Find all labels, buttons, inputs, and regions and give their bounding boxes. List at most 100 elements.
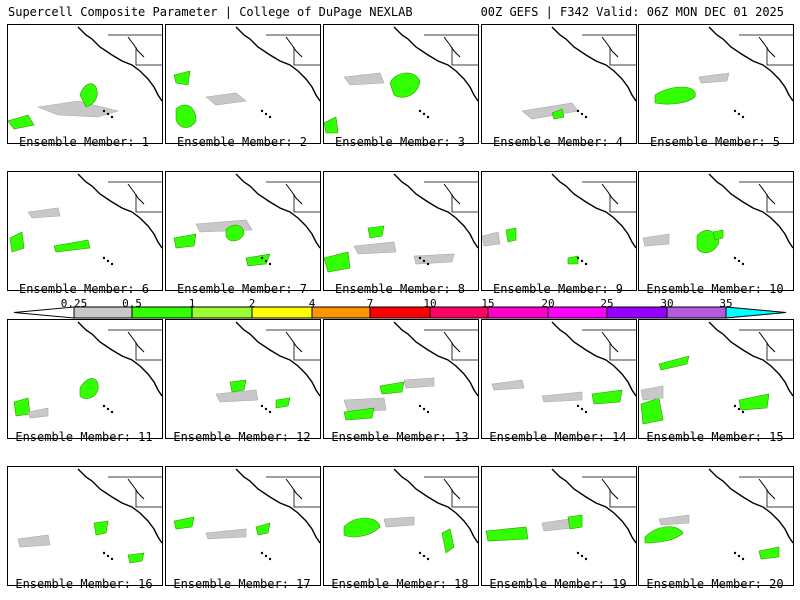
- colorbar-segment: [606, 306, 668, 319]
- scp-map: [17, 468, 162, 564]
- coastline: [135, 194, 162, 213]
- scp-contour-green: [738, 393, 770, 411]
- coastline: [77, 468, 162, 544]
- colorbar-segment: [311, 306, 371, 319]
- scp-contour-green: [229, 379, 247, 393]
- ensemble-member-map: [638, 466, 794, 586]
- ensemble-member-map: [323, 171, 479, 291]
- ensemble-member-label: Ensemble Member: 14: [489, 430, 627, 444]
- island: [733, 404, 737, 408]
- scp-contour-gray: [658, 514, 690, 526]
- scp-contour-green: [591, 389, 623, 405]
- island: [106, 112, 110, 116]
- scp-contour-green: [245, 253, 271, 267]
- scp-contour-green: [505, 227, 517, 243]
- island: [102, 256, 106, 260]
- island: [733, 256, 737, 260]
- colorbar-tick-label: 7: [366, 297, 374, 310]
- scp-contour-gray: [205, 528, 247, 540]
- island: [418, 551, 422, 555]
- ensemble-member-label: Ensemble Member: 10: [646, 282, 784, 296]
- coastline: [451, 47, 478, 66]
- island: [260, 109, 264, 113]
- scp-map: [640, 321, 793, 425]
- scp-contour-green: [567, 255, 579, 265]
- ensemble-member-label: Ensemble Member: 17: [173, 577, 311, 591]
- scp-contour-gray: [383, 516, 415, 528]
- scp-map: [521, 26, 636, 120]
- model-run-valid-time: 00Z GEFS | F342 Valid: 06Z MON DEC 01 20…: [480, 5, 784, 19]
- colorbar-tick-label: 15: [481, 297, 495, 310]
- island: [418, 109, 422, 113]
- island: [584, 557, 588, 561]
- scp-contour-gray: [491, 379, 525, 391]
- island: [733, 109, 737, 113]
- island: [422, 112, 426, 116]
- coastline: [135, 342, 162, 361]
- island: [580, 407, 584, 411]
- island: [106, 554, 110, 558]
- island: [426, 410, 430, 414]
- ensemble-member-map: [165, 319, 321, 439]
- colorbar-segment: [191, 306, 253, 319]
- coastline: [766, 194, 793, 213]
- coastline: [609, 489, 636, 508]
- island: [576, 551, 580, 555]
- island: [418, 256, 422, 260]
- island: [741, 557, 745, 561]
- ensemble-member-label: Ensemble Member: 1: [18, 135, 150, 149]
- island: [264, 554, 268, 558]
- island: [102, 109, 106, 113]
- ensemble-member-label: Ensemble Member: 2: [176, 135, 308, 149]
- ensemble-member-map: [165, 171, 321, 291]
- ensemble-member-label: Ensemble Member: 7: [176, 282, 308, 296]
- scp-contour-green: [379, 381, 405, 395]
- island: [584, 115, 588, 119]
- ensemble-member-label: Ensemble Member: 19: [489, 577, 627, 591]
- scp-contour-green: [79, 378, 99, 399]
- scp-contour-green: [93, 520, 109, 536]
- scp-contour-gray: [403, 377, 435, 389]
- island: [264, 259, 268, 263]
- island: [106, 259, 110, 263]
- coastline: [609, 47, 636, 66]
- island: [264, 407, 268, 411]
- island: [737, 112, 741, 116]
- island: [584, 262, 588, 266]
- island: [422, 259, 426, 263]
- island: [260, 256, 264, 260]
- colorbar-segment: [666, 306, 727, 319]
- ensemble-member-map: [481, 319, 637, 439]
- scp-contour-gray: [698, 72, 730, 84]
- ensemble-member-label: Ensemble Member: 3: [334, 135, 466, 149]
- scp-map: [324, 26, 478, 134]
- island: [580, 554, 584, 558]
- coastline: [551, 468, 636, 544]
- scp-contour-green: [255, 522, 271, 536]
- ensemble-member-label: Ensemble Member: 15: [646, 430, 784, 444]
- ensemble-member-map: [165, 24, 321, 144]
- island: [426, 115, 430, 119]
- scp-contour-gray: [642, 233, 670, 247]
- scp-map: [324, 173, 478, 273]
- colorbar-tick-label: 0.25: [60, 297, 88, 310]
- scp-contour-gray: [353, 241, 397, 255]
- scp-map: [343, 321, 478, 421]
- scp-contour-gray: [343, 72, 385, 86]
- coastline: [551, 26, 636, 102]
- coastline: [766, 489, 793, 508]
- scp-contour-gray: [343, 397, 387, 413]
- coastline: [235, 321, 320, 397]
- coastline: [135, 489, 162, 508]
- scp-contour-green: [485, 526, 529, 542]
- scp-map: [8, 26, 162, 130]
- ensemble-member-map: [7, 319, 163, 439]
- island: [580, 112, 584, 116]
- ensemble-member-map: [481, 24, 637, 144]
- coastline: [393, 468, 478, 544]
- island: [110, 262, 114, 266]
- ensemble-member-label: Ensemble Member: 20: [646, 577, 784, 591]
- ensemble-member-label: Ensemble Member: 13: [331, 430, 469, 444]
- coastline: [451, 342, 478, 361]
- island: [268, 557, 272, 561]
